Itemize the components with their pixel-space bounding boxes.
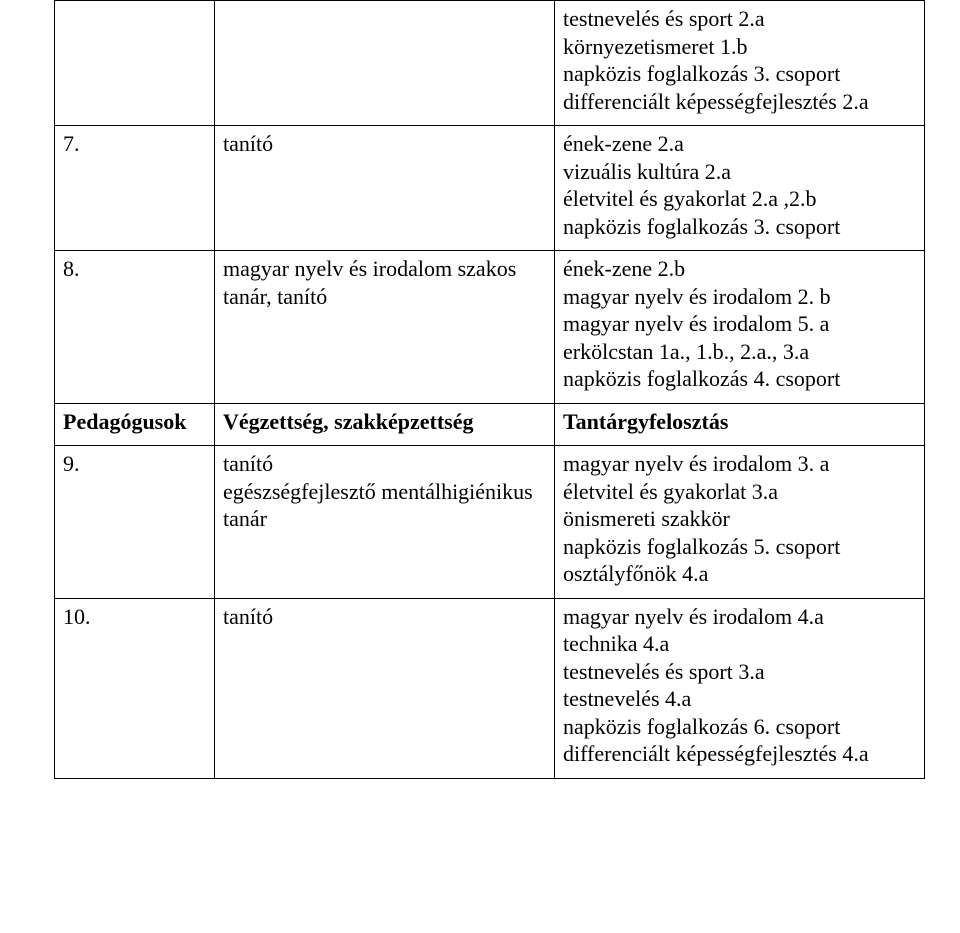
table-row: 9. tanító egészségfejlesztő mentálhigién…	[55, 446, 925, 599]
table-body: testnevelés és sport 2.a környezetismere…	[55, 1, 925, 779]
table-row: 10. tanító magyar nyelv és irodalom 4.a …	[55, 598, 925, 778]
cell-col2: magyar nyelv és irodalom szakos tanár, t…	[215, 251, 555, 404]
page: testnevelés és sport 2.a környezetismere…	[0, 0, 960, 779]
cell-col3: testnevelés és sport 2.a környezetismere…	[555, 1, 925, 126]
cell-col2	[215, 1, 555, 126]
table-row: 8. magyar nyelv és irodalom szakos tanár…	[55, 251, 925, 404]
cell-col1: 9.	[55, 446, 215, 599]
header-col3: Tantárgyfelosztás	[555, 403, 925, 446]
data-table: testnevelés és sport 2.a környezetismere…	[54, 0, 925, 779]
table-row: 7. tanító ének-zene 2.a vizuális kultúra…	[55, 126, 925, 251]
cell-col3: ének-zene 2.a vizuális kultúra 2.a életv…	[555, 126, 925, 251]
table-header-row: Pedagógusok Végzettség, szakképzettség T…	[55, 403, 925, 446]
table-row: testnevelés és sport 2.a környezetismere…	[55, 1, 925, 126]
cell-col1: 7.	[55, 126, 215, 251]
cell-col3: magyar nyelv és irodalom 3. a életvitel …	[555, 446, 925, 599]
cell-col1: 10.	[55, 598, 215, 778]
cell-col2: tanító egészségfejlesztő mentálhigiéniku…	[215, 446, 555, 599]
header-col1: Pedagógusok	[55, 403, 215, 446]
cell-col1	[55, 1, 215, 126]
cell-col3: ének-zene 2.b magyar nyelv és irodalom 2…	[555, 251, 925, 404]
cell-col2: tanító	[215, 598, 555, 778]
cell-col1: 8.	[55, 251, 215, 404]
header-col2: Végzettség, szakképzettség	[215, 403, 555, 446]
cell-col3: magyar nyelv és irodalom 4.a technika 4.…	[555, 598, 925, 778]
cell-col2: tanító	[215, 126, 555, 251]
